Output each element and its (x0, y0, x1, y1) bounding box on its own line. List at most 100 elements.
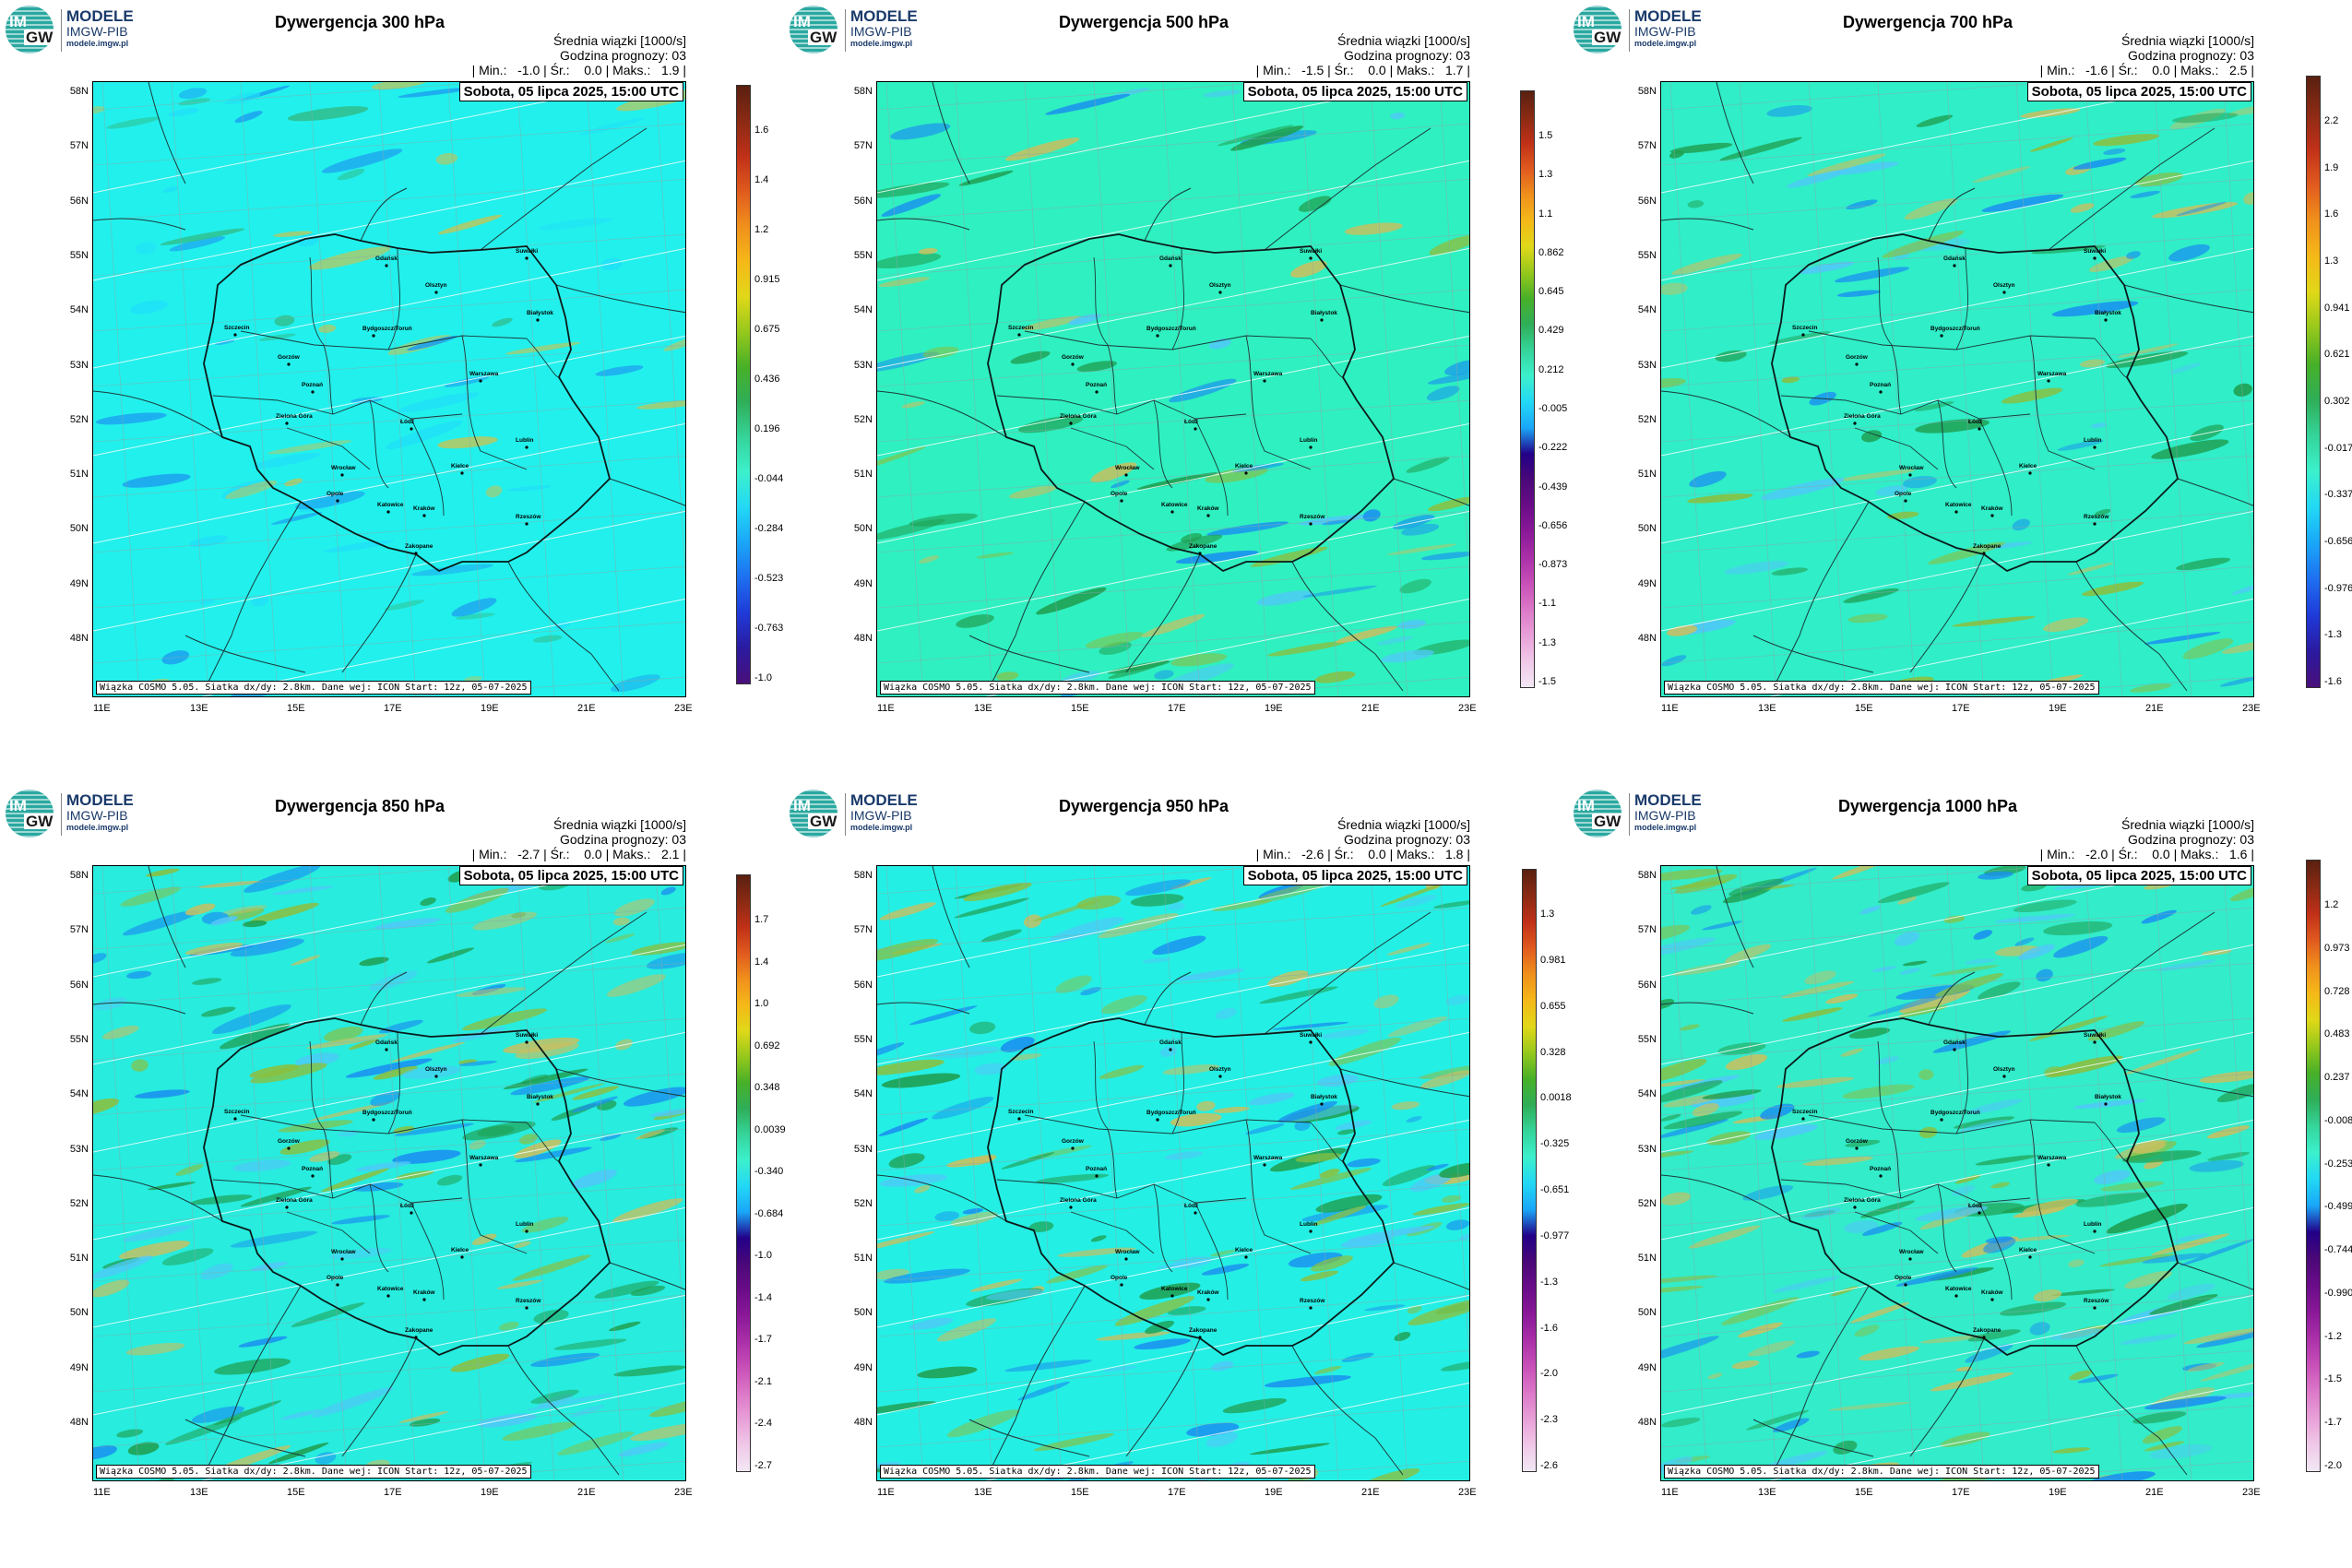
city-marker (2028, 1255, 2032, 1259)
colorbar-label: -1.5 (2324, 1373, 2342, 1385)
logo-text-imgw: IMGW-PIB (850, 24, 912, 39)
divergence-streak (1661, 937, 1716, 958)
country-border (2075, 1345, 2188, 1476)
lat-tick-label: 54N (69, 304, 89, 316)
divergence-streak (946, 1156, 996, 1168)
isoline (1661, 1031, 2253, 1153)
graticule-lat (93, 962, 685, 1005)
divergence-streak (512, 1254, 591, 1281)
colorbar-label: -1.7 (2324, 1417, 2342, 1429)
city-marker (434, 291, 438, 294)
divergence-streak (184, 942, 244, 956)
divergence-streak (374, 918, 441, 930)
divergence-streak (2087, 1021, 2145, 1041)
graticule-lat (1661, 82, 2061, 111)
lon-tick-label: 23E (2242, 703, 2261, 714)
country-border (2177, 1262, 2253, 1290)
colorbar (736, 85, 751, 684)
divergence-streak (154, 1477, 174, 1480)
voivodeship-border (1955, 247, 1968, 350)
city-label: Szczecin (1008, 1109, 1033, 1115)
country-border (609, 478, 685, 506)
colorbar-label: -2.4 (754, 1418, 772, 1430)
divergence-streak (175, 1164, 204, 1176)
divergence-streak (1201, 1263, 1250, 1276)
lon-tick-label: 21E (2145, 1487, 2164, 1498)
graticule-lat (93, 1239, 685, 1282)
valid-time-box: Sobota, 05 lipca 2025, 15:00 UTC (2026, 82, 2251, 101)
lat-tick-label: 55N (1637, 1033, 1657, 1045)
graticule-lat (93, 1128, 685, 1171)
isoline (877, 1119, 1469, 1241)
divergence-streak (1445, 1219, 1469, 1230)
voivodeship-border (1093, 256, 1109, 346)
graticule-lat (1190, 676, 1469, 696)
panel-title: Dywergencja 700 hPa (1842, 13, 2013, 31)
city-marker (311, 1174, 315, 1178)
isoline (877, 247, 1469, 369)
graticule-lat (1661, 907, 2253, 950)
isoline (877, 1031, 1469, 1153)
divergence-streak (1000, 1037, 1035, 1052)
country-border (1661, 1002, 1754, 1015)
graticule-lon (1162, 82, 1201, 696)
model-info-footer: Wiązka COSMO 5.05. Siatka dx/dy: 2.8km. … (880, 1465, 1315, 1479)
divergence-streak (1168, 902, 1185, 910)
colorbar-label: -1.3 (1540, 1276, 1558, 1288)
logo-mark: IM GW (790, 790, 837, 837)
graticule-lat (877, 621, 1469, 664)
city-label: Lublin (1300, 437, 1318, 444)
lat-tick-label: 58N (69, 86, 89, 97)
divergence-streak (2120, 1334, 2179, 1345)
divergence-streak (1760, 1103, 1795, 1120)
graticule-lat (93, 455, 685, 498)
country-border (987, 1285, 1086, 1476)
divergence-streak (250, 1063, 327, 1084)
divergence-streak (1406, 1116, 1422, 1123)
divergence-streak (2151, 1233, 2230, 1255)
divergence-streak (221, 905, 267, 915)
divergence-streak (2073, 1099, 2146, 1109)
city-marker (1170, 1294, 1174, 1298)
divergence-streak (1978, 981, 2021, 1000)
divergence-streak (877, 446, 926, 475)
logo-divider (845, 793, 846, 836)
city-marker (422, 514, 426, 517)
city-marker (1982, 552, 1986, 555)
city-marker (1908, 473, 1912, 477)
colorbar-label: -0.340 (754, 1166, 784, 1178)
divergence-streak (604, 933, 636, 944)
divergence-streak (1899, 968, 1920, 975)
city-marker (1954, 510, 1958, 514)
city-marker (1940, 1118, 1943, 1122)
city-label: Białystok (1311, 310, 1337, 316)
lat-tick-label: 56N (853, 979, 873, 991)
divergence-streak (2233, 383, 2252, 397)
divergence-streak (2000, 1301, 2067, 1316)
forecast-hour: Godzina prognozy: 03 (2128, 48, 2254, 63)
divergence-streak (1995, 914, 2076, 923)
lon-tick-label: 21E (577, 703, 596, 714)
city-label: Bydgoszcz/Toruń (1930, 326, 1980, 332)
graticule-lat (93, 289, 685, 332)
divergence-streak (1142, 957, 1171, 964)
graticule-lon (101, 82, 140, 696)
divergence-streak (946, 1409, 1020, 1438)
city-label: Suwałki (516, 1032, 538, 1039)
divergence-streak (631, 942, 685, 956)
lat-tick-label: 52N (69, 1197, 89, 1209)
divergence-streak (351, 1182, 404, 1192)
city-label: Kielce (451, 463, 469, 469)
colorbar-label: 0.429 (1538, 325, 1564, 337)
logo-text-imgw: IMGW-PIB (66, 24, 128, 39)
divergence-streak (612, 917, 630, 926)
divergence-streak (533, 635, 563, 643)
divergence-streak (570, 1405, 604, 1418)
divergence-streak (877, 253, 942, 269)
city-marker (1990, 514, 1994, 517)
colorbar-label: -0.044 (754, 473, 784, 484)
divergence-streak (1300, 1270, 1339, 1282)
lat-tick-label: 53N (1637, 1143, 1657, 1155)
voivodeship-border (369, 1183, 389, 1273)
city-marker (1244, 471, 1248, 475)
